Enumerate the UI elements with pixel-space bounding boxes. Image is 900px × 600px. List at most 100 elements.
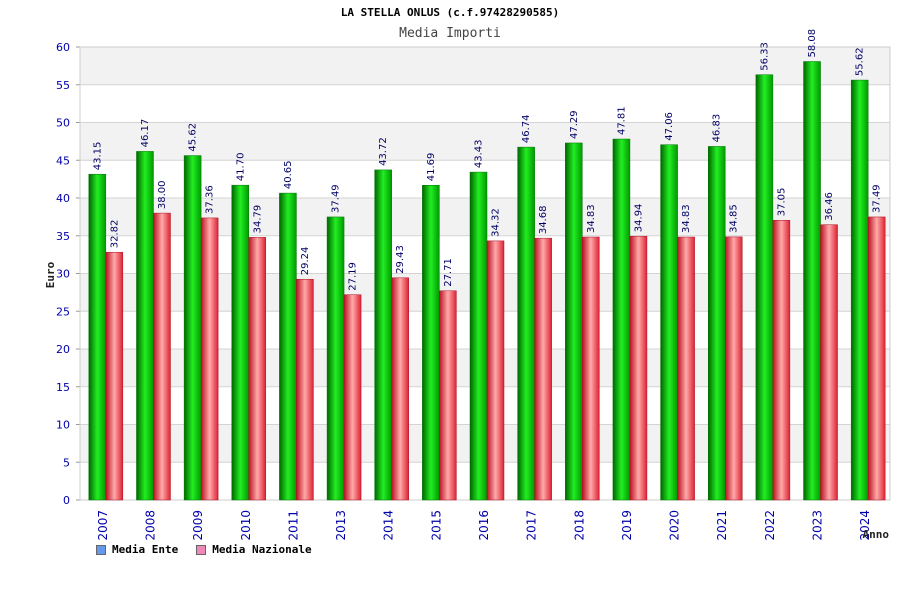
x-tick-label: 2020	[668, 510, 682, 541]
bar-media-ente	[850, 79, 869, 501]
y-tick-label: 35	[56, 230, 70, 243]
value-label-media-nazionale: 37.49	[872, 184, 883, 213]
bar-media-nazionale	[248, 237, 267, 501]
bar-media-nazionale	[391, 277, 409, 501]
value-label-media-ente: 45.62	[188, 123, 199, 152]
bar-media-ente	[660, 144, 678, 501]
x-tick-label: 2008	[143, 510, 157, 541]
x-tick-label: 2016	[477, 510, 491, 541]
y-tick-label: 10	[56, 419, 70, 432]
y-tick-label: 55	[56, 79, 70, 92]
legend-item-media-ente: Media Ente	[96, 543, 178, 556]
bar-media-ente	[88, 173, 107, 501]
value-label-media-ente: 43.72	[378, 137, 389, 166]
bar-media-nazionale	[534, 237, 552, 501]
x-tick-label: 2013	[334, 510, 348, 541]
bar-media-nazionale	[486, 240, 505, 501]
bar-media-nazionale	[867, 216, 886, 501]
y-tick-label: 15	[56, 381, 70, 394]
value-label-media-nazionale: 34.68	[538, 206, 549, 235]
value-label-media-nazionale: 32.82	[109, 220, 120, 249]
value-label-media-nazionale: 34.94	[633, 204, 644, 233]
bar-media-nazionale	[200, 217, 219, 501]
y-tick-label: 60	[56, 41, 70, 54]
bar-media-nazionale	[724, 236, 743, 501]
x-tick-label: 2023	[811, 510, 825, 541]
value-label-media-nazionale: 37.36	[205, 185, 216, 214]
bar-media-ente	[469, 171, 488, 501]
bar-media-nazionale	[772, 220, 791, 501]
bar-media-ente	[565, 142, 583, 501]
x-tick-label: 2010	[239, 510, 253, 541]
bar-media-nazionale	[629, 235, 648, 501]
bar-media-ente	[755, 74, 774, 501]
legend-label-media-ente: Media Ente	[112, 543, 179, 556]
value-label-media-ente: 37.49	[331, 184, 342, 213]
y-tick-label: 0	[63, 494, 70, 507]
value-label-media-nazionale: 29.24	[300, 247, 311, 276]
bar-media-ente	[422, 184, 440, 501]
bar-media-nazionale	[820, 224, 838, 501]
y-tick-label: 40	[56, 192, 70, 205]
value-label-media-ente: 56.33	[759, 42, 770, 71]
value-label-media-nazionale: 36.46	[824, 192, 835, 221]
value-label-media-ente: 47.06	[664, 112, 675, 141]
value-label-media-ente: 40.65	[283, 160, 294, 189]
y-tick-label: 25	[56, 305, 70, 318]
plot-band	[80, 84, 890, 123]
value-label-media-ente: 46.17	[140, 119, 151, 148]
x-tick-label: 2021	[715, 510, 729, 541]
value-label-media-ente: 43.15	[92, 142, 103, 171]
bar-media-nazionale	[105, 251, 124, 501]
x-axis-title: Anno	[863, 528, 890, 541]
x-tick-label: 2014	[382, 510, 396, 541]
bar-media-nazionale	[153, 212, 171, 501]
chart-title: LA STELLA ONLUS (c.f.97428290585)	[340, 6, 560, 19]
bar-media-ente	[374, 169, 392, 501]
legend-swatch-media-nazionale	[196, 544, 207, 555]
x-tick-label: 2018	[572, 510, 586, 541]
bar-media-nazionale	[439, 290, 457, 501]
value-label-media-ente: 58.08	[807, 29, 818, 58]
bar-media-nazionale	[582, 236, 600, 501]
value-label-media-nazionale: 29.43	[395, 245, 406, 274]
y-tick-label: 20	[56, 343, 70, 356]
plot-band	[80, 47, 890, 85]
chart-subtitle: Media Importi	[399, 26, 501, 41]
x-tick-label: 2022	[763, 510, 777, 541]
value-label-media-nazionale: 38.00	[157, 180, 168, 209]
value-label-media-ente: 55.62	[855, 47, 866, 76]
value-label-media-nazionale: 27.19	[348, 262, 359, 291]
value-label-media-nazionale: 34.83	[681, 204, 692, 233]
value-label-media-ente: 41.70	[235, 153, 246, 182]
y-tick-label: 30	[56, 268, 70, 281]
x-tick-label: 2024	[858, 510, 872, 541]
bar-media-nazionale	[296, 278, 314, 501]
bar-media-nazionale	[343, 294, 362, 501]
x-tick-label: 2007	[96, 510, 110, 541]
value-label-media-ente: 47.81	[616, 106, 627, 135]
value-label-media-ente: 43.43	[474, 139, 485, 168]
value-label-media-nazionale: 34.85	[729, 204, 740, 233]
y-tick-label: 50	[56, 117, 70, 130]
value-label-media-nazionale: 34.79	[252, 205, 263, 234]
plot-band	[80, 122, 890, 161]
value-label-media-ente: 46.74	[521, 114, 532, 143]
value-label-media-ente: 47.29	[569, 110, 580, 139]
bar-media-ente	[231, 184, 250, 501]
bar-media-ente	[517, 146, 535, 501]
legend-item-media-nazionale: Media Nazionale	[196, 543, 312, 556]
value-label-media-ente: 41.69	[426, 153, 437, 182]
bar-media-ente	[136, 151, 154, 501]
x-tick-label: 2011	[286, 510, 300, 541]
value-label-media-ente: 46.83	[712, 114, 723, 143]
value-label-media-nazionale: 34.32	[491, 208, 502, 237]
bar-media-ente	[183, 155, 202, 501]
value-label-media-nazionale: 34.83	[586, 204, 597, 233]
bar-media-ente	[279, 192, 297, 501]
bar-media-ente	[612, 138, 631, 501]
legend: Media Ente Media Nazionale	[96, 543, 312, 556]
x-tick-label: 2015	[429, 510, 443, 541]
bar-media-nazionale	[677, 236, 695, 501]
